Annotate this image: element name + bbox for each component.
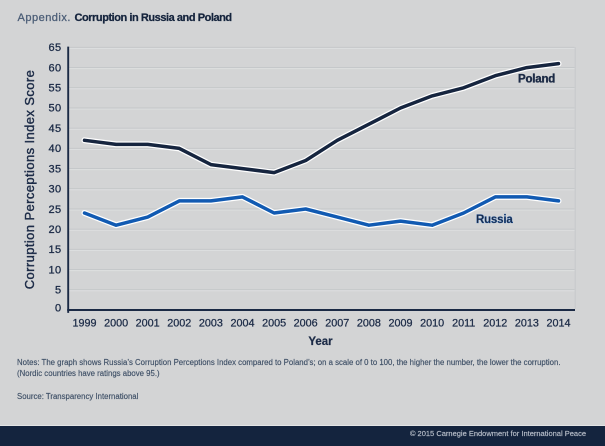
- svg-text:65: 65: [48, 42, 61, 54]
- svg-text:2005: 2005: [262, 318, 286, 330]
- svg-text:30: 30: [48, 184, 61, 196]
- svg-text:15: 15: [48, 244, 61, 256]
- svg-text:35: 35: [48, 163, 61, 175]
- svg-text:2009: 2009: [388, 318, 412, 330]
- svg-text:Year: Year: [308, 336, 333, 348]
- svg-text:10: 10: [48, 264, 61, 276]
- svg-text:2004: 2004: [230, 318, 254, 330]
- svg-text:2014: 2014: [546, 318, 570, 330]
- svg-text:55: 55: [48, 83, 61, 95]
- svg-text:2007: 2007: [325, 318, 349, 330]
- svg-text:25: 25: [48, 204, 61, 216]
- svg-text:Russia: Russia: [476, 214, 513, 226]
- svg-text:2006: 2006: [294, 318, 318, 330]
- svg-text:2012: 2012: [483, 318, 507, 330]
- svg-text:45: 45: [48, 123, 61, 135]
- svg-text:2002: 2002: [167, 318, 191, 330]
- svg-text:50: 50: [48, 103, 61, 115]
- svg-text:0: 0: [55, 302, 62, 314]
- svg-text:40: 40: [48, 143, 61, 155]
- svg-text:20: 20: [48, 224, 61, 236]
- svg-text:2013: 2013: [515, 318, 539, 330]
- svg-text:Poland: Poland: [518, 74, 555, 86]
- svg-text:2001: 2001: [136, 318, 160, 330]
- svg-text:2010: 2010: [420, 318, 444, 330]
- svg-text:60: 60: [48, 62, 61, 74]
- svg-text:2011: 2011: [452, 318, 475, 330]
- svg-text:5: 5: [55, 285, 62, 297]
- svg-text:1999: 1999: [72, 318, 96, 330]
- svg-text:2003: 2003: [199, 318, 223, 330]
- svg-text:2008: 2008: [357, 318, 381, 330]
- svg-text:Corruption Perceptions Index S: Corruption Perceptions Index Score: [22, 70, 37, 290]
- svg-text:2000: 2000: [104, 318, 128, 330]
